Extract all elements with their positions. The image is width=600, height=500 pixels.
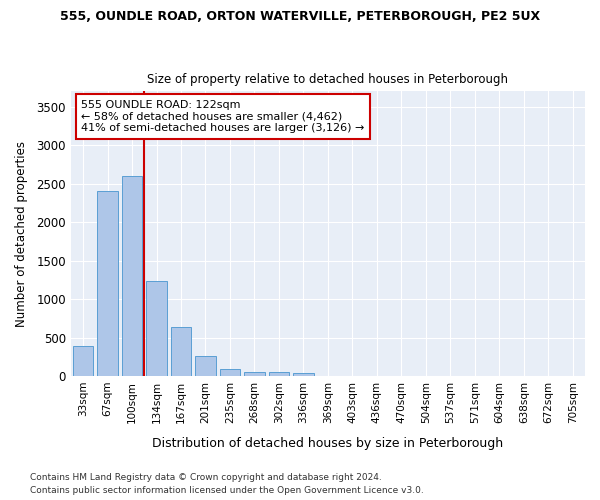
Bar bbox=[122, 176, 142, 376]
Bar bbox=[73, 346, 94, 376]
Title: Size of property relative to detached houses in Peterborough: Size of property relative to detached ho… bbox=[148, 73, 508, 86]
Bar bbox=[293, 372, 314, 376]
Text: 555, OUNDLE ROAD, ORTON WATERVILLE, PETERBOROUGH, PE2 5UX: 555, OUNDLE ROAD, ORTON WATERVILLE, PETE… bbox=[60, 10, 540, 23]
Bar bbox=[244, 372, 265, 376]
Y-axis label: Number of detached properties: Number of detached properties bbox=[15, 140, 28, 326]
Bar bbox=[146, 280, 167, 376]
Bar bbox=[170, 327, 191, 376]
Bar bbox=[269, 372, 289, 376]
Text: Contains HM Land Registry data © Crown copyright and database right 2024.
Contai: Contains HM Land Registry data © Crown c… bbox=[30, 474, 424, 495]
X-axis label: Distribution of detached houses by size in Peterborough: Distribution of detached houses by size … bbox=[152, 437, 503, 450]
Bar bbox=[195, 356, 216, 376]
Bar bbox=[97, 192, 118, 376]
Bar bbox=[220, 369, 241, 376]
Text: 555 OUNDLE ROAD: 122sqm
← 58% of detached houses are smaller (4,462)
41% of semi: 555 OUNDLE ROAD: 122sqm ← 58% of detache… bbox=[81, 100, 364, 133]
